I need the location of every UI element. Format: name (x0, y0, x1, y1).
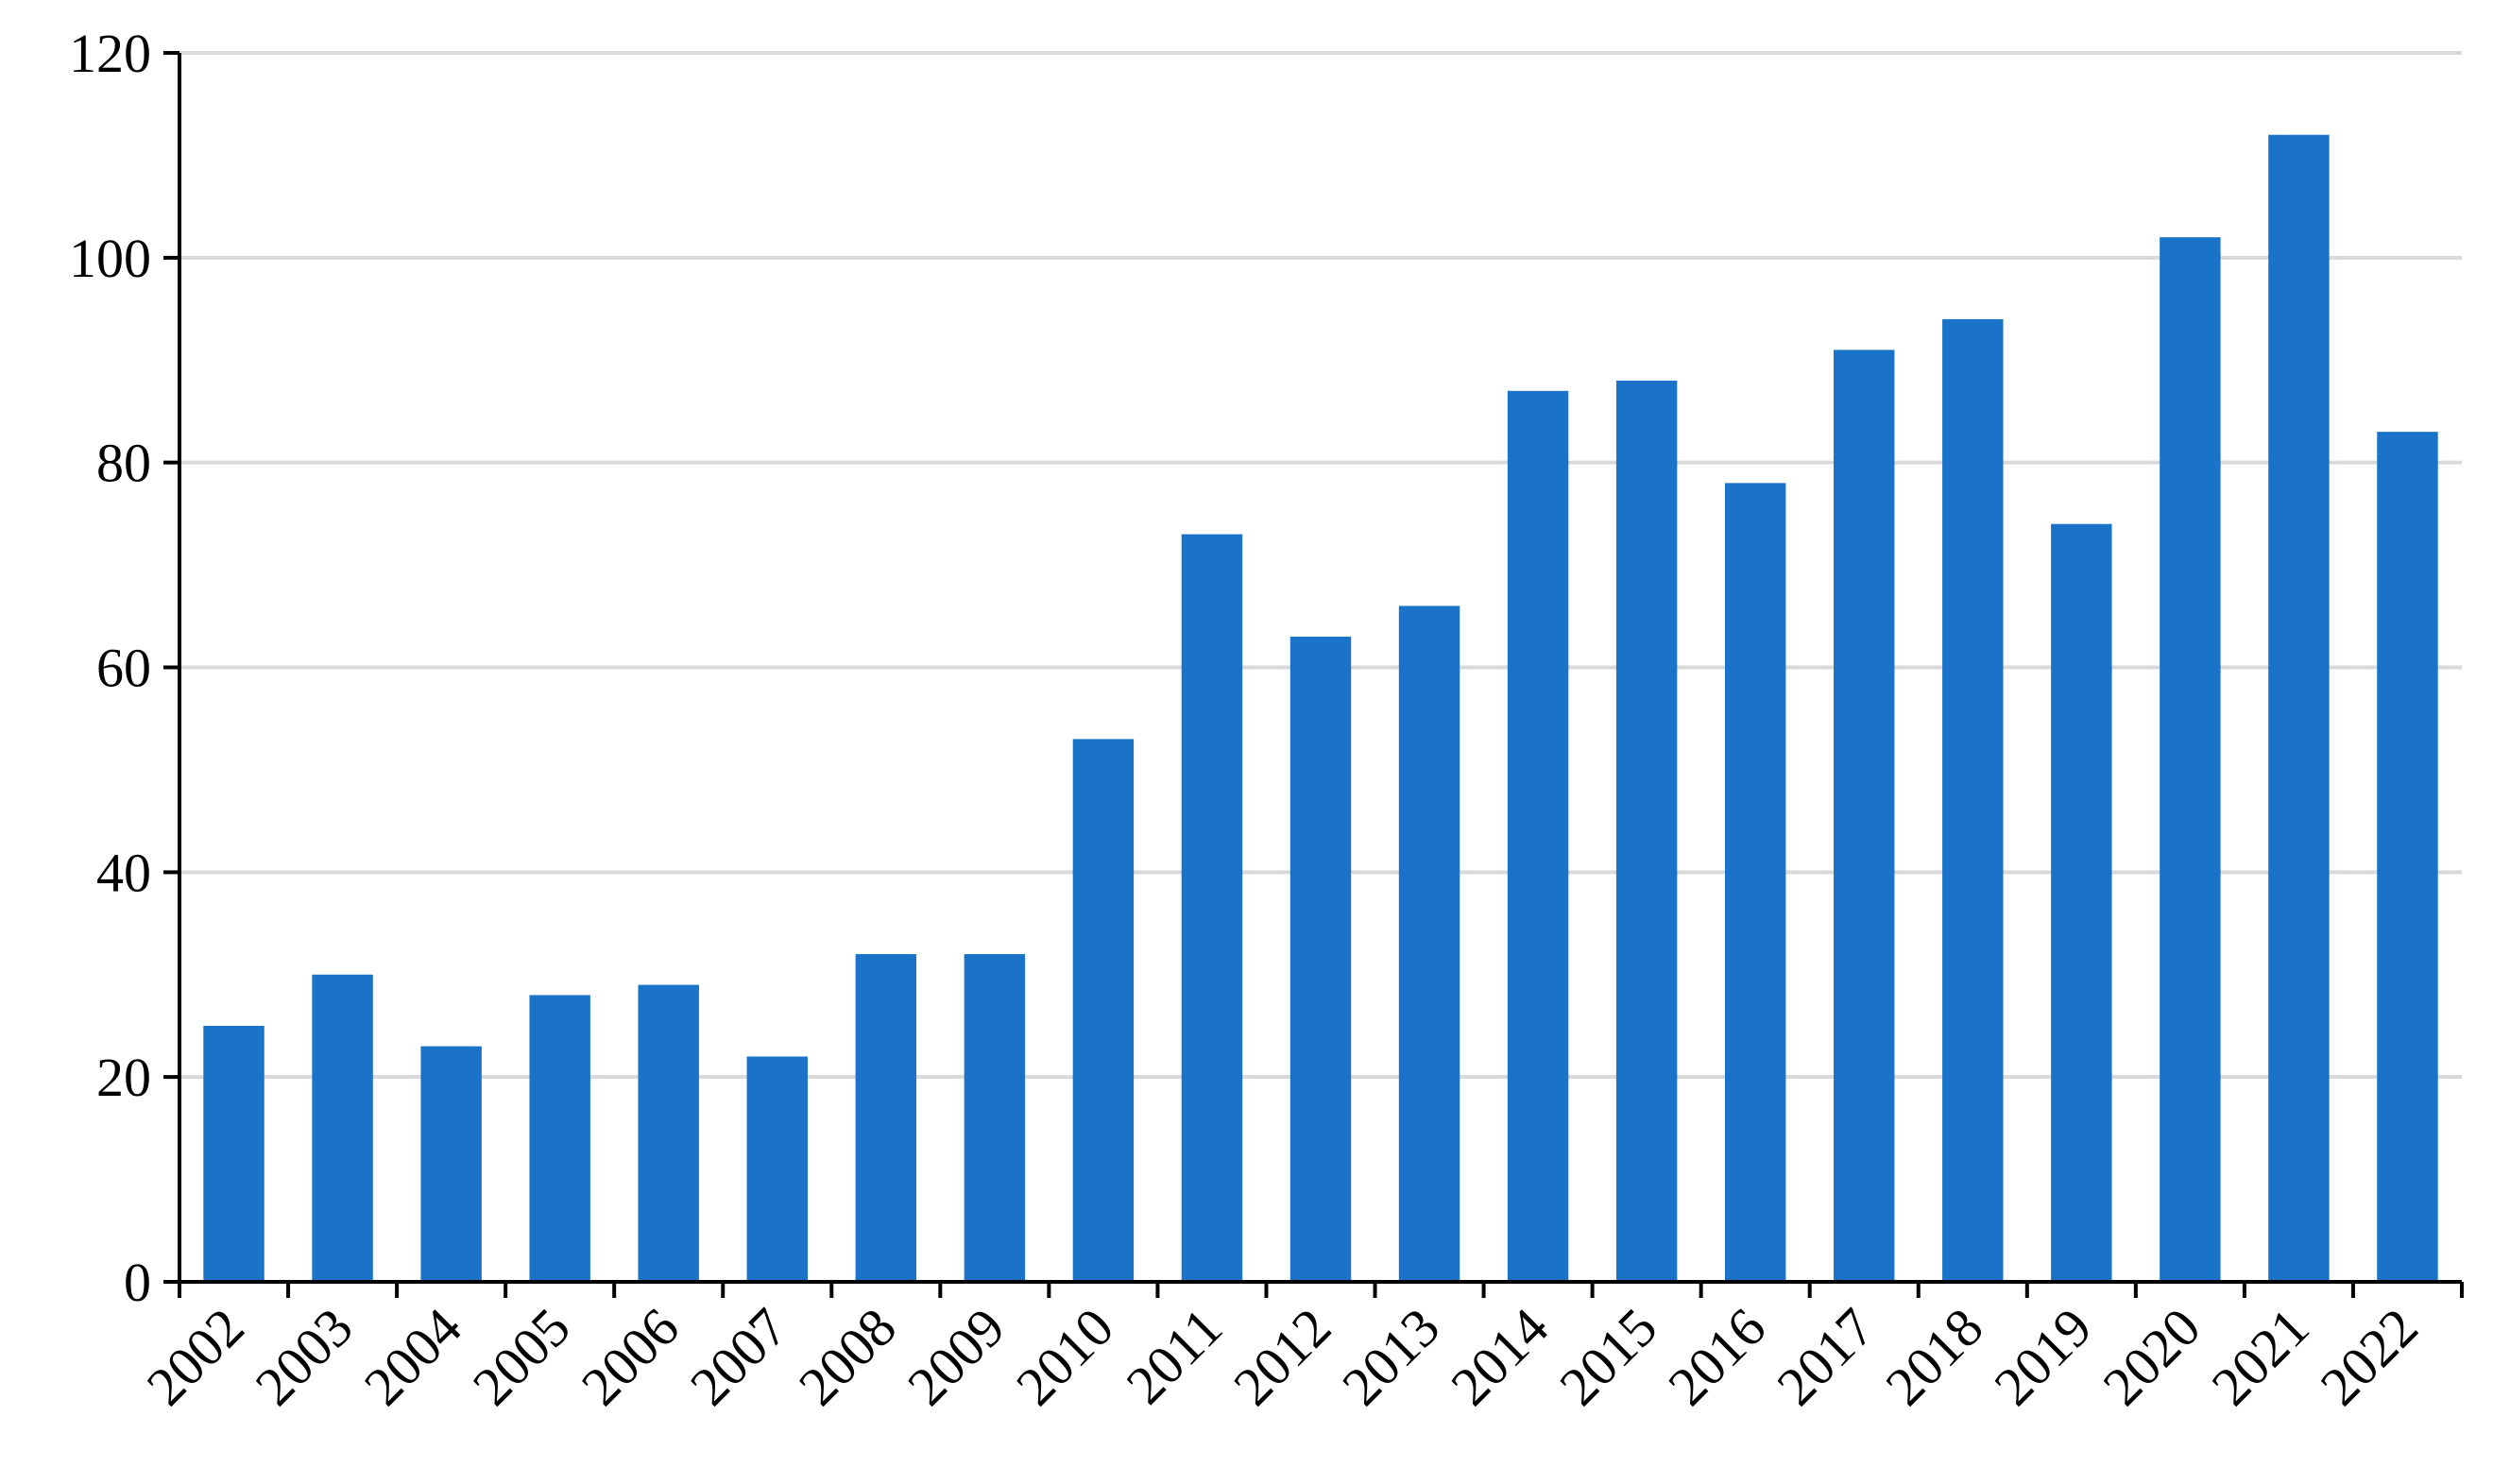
x-tick-label: 2004 (352, 1296, 473, 1417)
x-tick-label: 2008 (787, 1296, 908, 1417)
y-tick-label: 40 (96, 842, 151, 903)
bar (1398, 606, 1460, 1282)
x-tick-label: 2020 (2092, 1296, 2212, 1417)
x-tick-label: 2007 (678, 1296, 799, 1417)
bar (855, 954, 917, 1282)
x-tick-label: 2021 (2200, 1296, 2321, 1417)
y-tick-label: 80 (96, 433, 151, 494)
x-tick-label: 2003 (244, 1296, 365, 1417)
y-tick-label: 20 (96, 1047, 151, 1108)
x-tick-label: 2022 (2309, 1296, 2430, 1417)
bar (746, 1056, 808, 1282)
bar (1072, 739, 1135, 1282)
x-tick-label: 2010 (1004, 1296, 1125, 1417)
x-tick-label: 2013 (1330, 1296, 1451, 1417)
x-tick-label: 2012 (1221, 1296, 1342, 1417)
bar (203, 1025, 265, 1282)
bar (2160, 237, 2221, 1282)
x-tick-label: 2011 (1115, 1296, 1234, 1415)
bar (638, 984, 699, 1282)
x-tick-label: 2014 (1439, 1296, 1560, 1417)
bar (1289, 636, 1352, 1282)
x-tick-label: 2015 (1547, 1296, 1668, 1417)
x-tick-label: 2005 (461, 1296, 582, 1417)
x-tick-label: 2009 (896, 1296, 1016, 1417)
bar (2051, 523, 2112, 1282)
x-tick-label: 2016 (1656, 1296, 1777, 1417)
bar (1724, 483, 1786, 1283)
x-tick-label: 2019 (1983, 1296, 2104, 1417)
bar (2268, 134, 2330, 1282)
bar (1834, 350, 1895, 1282)
x-tick-label: 2018 (1873, 1296, 1994, 1417)
y-tick-label: 0 (124, 1252, 151, 1313)
y-tick-label: 120 (69, 23, 151, 84)
bar (1507, 390, 1569, 1282)
bar (1615, 380, 1678, 1282)
bar (2377, 432, 2438, 1282)
y-tick-label: 60 (96, 638, 151, 699)
x-tick-label: 2017 (1765, 1296, 1886, 1417)
x-tick-label: 2006 (570, 1296, 691, 1417)
bar (964, 954, 1026, 1282)
bar (1181, 534, 1243, 1282)
bar (312, 974, 373, 1282)
bar (529, 995, 590, 1282)
x-tick-label: 2002 (135, 1296, 256, 1417)
y-tick-label: 100 (69, 228, 151, 289)
bar (1942, 318, 2004, 1283)
bar (420, 1046, 482, 1282)
